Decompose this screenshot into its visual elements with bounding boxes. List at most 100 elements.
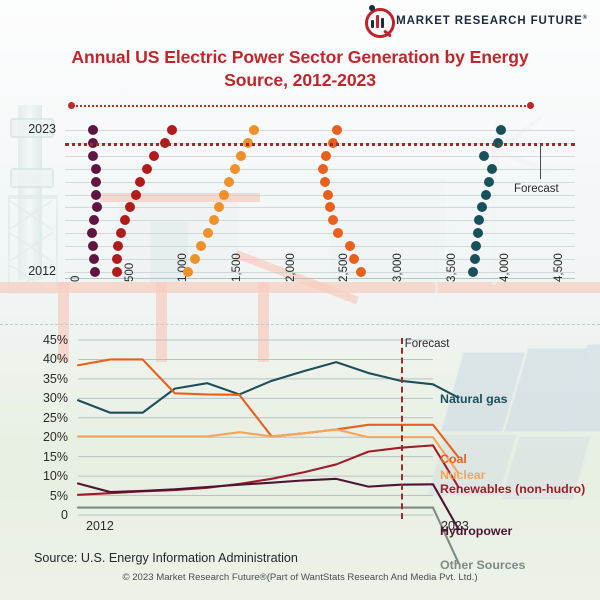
brand-logo-text: MARKET RESEARCH FUTURE® xyxy=(396,15,588,27)
dot-plot-x-tick-label: 500 xyxy=(123,262,136,282)
data-point xyxy=(92,202,103,213)
line-chart-x-tick-label: 2012 xyxy=(86,519,114,533)
data-point xyxy=(86,228,97,239)
data-point xyxy=(90,176,101,187)
data-point xyxy=(236,150,247,161)
data-point xyxy=(484,176,495,187)
data-point xyxy=(470,254,481,265)
gridline xyxy=(65,246,575,248)
data-point xyxy=(317,163,328,174)
data-point xyxy=(88,215,99,226)
data-point xyxy=(474,215,485,226)
line-chart-y-tick-label: 40% xyxy=(42,352,68,367)
line-series xyxy=(76,477,435,494)
dot-plot-y-tick-label: 2023 xyxy=(28,122,56,136)
gridline xyxy=(65,259,575,261)
data-point xyxy=(88,254,99,265)
data-point xyxy=(487,163,498,174)
data-point xyxy=(149,150,160,161)
magnifier-bar-chart-icon xyxy=(365,5,396,38)
data-point xyxy=(202,228,213,239)
line-chart-y-tick-label: 45% xyxy=(42,333,68,347)
data-point xyxy=(183,267,194,277)
line-chart-plot-area xyxy=(76,339,460,565)
data-point xyxy=(209,215,220,226)
dot-plot-x-tick-label: 2,000 xyxy=(284,253,297,282)
line-chart-y-tick-label: 35% xyxy=(42,371,68,386)
gridline xyxy=(65,220,575,222)
data-point xyxy=(468,267,478,277)
data-point xyxy=(87,241,98,252)
gridline xyxy=(65,194,575,196)
legend-connector xyxy=(432,444,460,489)
legend-connector xyxy=(432,507,460,565)
legend-connector xyxy=(432,483,460,531)
data-point xyxy=(91,189,102,200)
line-chart-y-tick-label: 25% xyxy=(42,410,68,425)
data-point xyxy=(87,125,98,135)
data-point xyxy=(189,254,200,265)
data-point xyxy=(332,228,343,239)
line-chart-svg xyxy=(76,339,460,565)
data-point xyxy=(130,189,141,200)
copyright-note: © 2023 Market Research Future®(Part of W… xyxy=(122,572,478,583)
dot-plot-x-tick-label: 4,500 xyxy=(553,253,566,282)
line-chart-forecast-line xyxy=(400,338,403,519)
data-point xyxy=(473,228,484,239)
line-series xyxy=(76,361,435,414)
registered-mark: ® xyxy=(582,15,588,22)
data-point xyxy=(224,176,235,187)
section-divider xyxy=(0,324,600,325)
data-point xyxy=(319,176,330,187)
divider-cap-left xyxy=(68,102,75,109)
chimney-ring-icon xyxy=(10,168,54,188)
dot-plot-x-tick-label: 1,500 xyxy=(231,253,244,282)
data-point xyxy=(478,150,489,161)
line-series xyxy=(76,428,435,439)
pipe-icon xyxy=(156,282,167,362)
data-point xyxy=(111,267,122,277)
gridline xyxy=(65,272,575,273)
data-point xyxy=(328,215,339,226)
data-point xyxy=(115,228,126,239)
dot-plot-x-axis xyxy=(65,278,575,280)
data-point xyxy=(167,125,178,135)
line-chart-y-tick-label: 30% xyxy=(42,391,68,406)
pipe-icon xyxy=(100,193,260,202)
data-point xyxy=(356,267,367,277)
line-chart-y-tick-label: 5% xyxy=(49,488,68,503)
data-point xyxy=(141,163,152,174)
data-point xyxy=(325,202,336,213)
dot-plot-forecast-label: Forecast xyxy=(514,182,559,195)
data-point xyxy=(213,202,224,213)
dot-plot-x-tick-label: 3,000 xyxy=(392,253,405,282)
data-point xyxy=(348,254,359,265)
gridline xyxy=(65,233,575,235)
data-point xyxy=(113,241,124,252)
dot-plot-forecast-tick xyxy=(540,142,542,179)
data-point xyxy=(476,202,487,213)
brand-logo: MARKET RESEARCH FUTURE® xyxy=(365,5,588,38)
legend-item-natural-gas: Natural gas xyxy=(440,392,508,406)
title-divider xyxy=(68,102,534,109)
dot-plot-y-tick-label: 2012 xyxy=(28,264,56,278)
dot-plot-x-tick-label: 3,500 xyxy=(445,253,458,282)
data-point xyxy=(112,254,123,265)
gridline xyxy=(65,155,575,157)
source-note: Source: U.S. Energy Information Administ… xyxy=(34,551,298,565)
data-point xyxy=(495,125,506,135)
data-point xyxy=(125,202,136,213)
line-series xyxy=(76,444,435,496)
dot-plot-forecast-line xyxy=(65,142,575,146)
data-point xyxy=(91,163,102,174)
data-point xyxy=(323,189,334,200)
background-sky xyxy=(0,0,600,352)
data-point xyxy=(229,163,240,174)
line-chart-forecast-label: Forecast xyxy=(404,338,450,350)
legend-item-coal: Coal xyxy=(440,452,467,466)
brand-logo-label: MARKET RESEARCH FUTURE xyxy=(396,15,583,27)
data-point xyxy=(120,215,131,226)
chimney-ring-icon xyxy=(10,118,54,138)
